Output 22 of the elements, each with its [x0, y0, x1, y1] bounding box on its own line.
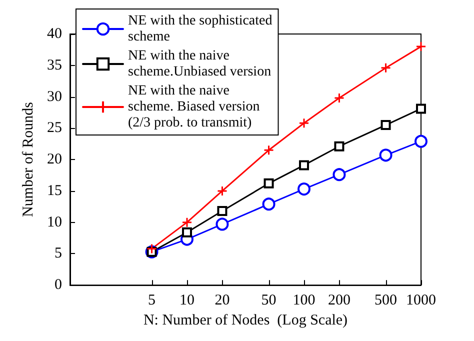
y-tick-label: 30	[47, 88, 62, 105]
legend-label: NE with the naive scheme. Biased version (2/3 prob. to transmit)	[128, 84, 260, 130]
y-tick-label: 0	[54, 277, 62, 294]
x-tick-label: 10	[180, 292, 194, 309]
y-axis-title: Number of Rounds	[20, 102, 36, 218]
x-tick-label: 200	[328, 292, 350, 309]
y-tick-label: 5	[54, 246, 62, 262]
x-tick-label: 50	[261, 292, 276, 309]
legend-label: NE with the naive scheme.Unbiased version	[128, 48, 272, 80]
y-tick-label: 20	[47, 152, 62, 168]
x-axis-title: N: Number of Nodes (Log Scale)	[143, 312, 348, 328]
x-tick-label: 500	[374, 292, 398, 309]
y-tick-label: 25	[47, 120, 62, 136]
x-tick-label: 5	[148, 292, 156, 309]
y-tick-label: 40	[47, 26, 62, 42]
y-tick-label: 35	[47, 57, 62, 74]
legend-label: NE with the sophisticated scheme	[128, 14, 272, 44]
x-tick-label: 100	[292, 292, 316, 309]
x-tick-label: 1000	[406, 292, 436, 309]
y-tick-label: 15	[47, 182, 62, 199]
y-tick-label: 10	[47, 214, 62, 230]
x-tick-label: 20	[214, 292, 230, 309]
